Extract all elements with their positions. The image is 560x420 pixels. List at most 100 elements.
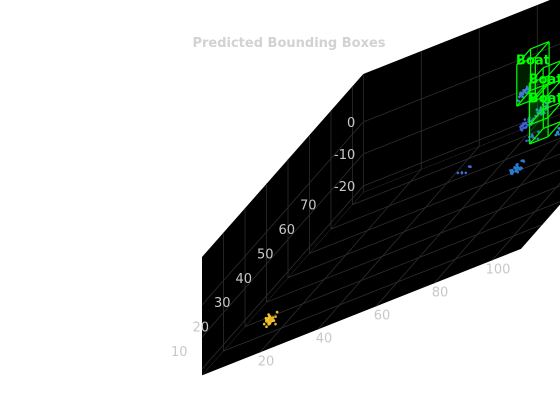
point-marker bbox=[516, 170, 519, 174]
grid-line-x bbox=[259, 51, 422, 353]
point-marker bbox=[535, 108, 539, 111]
y-tick-label: 60 bbox=[278, 223, 295, 238]
point-marker bbox=[519, 91, 523, 95]
grid-line-z bbox=[201, 75, 560, 338]
point-marker bbox=[460, 171, 464, 174]
point-cluster bbox=[509, 159, 526, 176]
point-marker bbox=[262, 322, 266, 326]
point-marker bbox=[519, 167, 522, 170]
point-marker bbox=[518, 95, 521, 99]
axes-left-wall bbox=[202, 74, 364, 376]
point-marker bbox=[524, 91, 528, 94]
bounding-box-edge bbox=[529, 128, 544, 145]
point-marker bbox=[521, 95, 524, 99]
point-marker bbox=[524, 126, 527, 129]
point-marker bbox=[525, 85, 529, 89]
point-marker bbox=[274, 315, 277, 318]
point-marker bbox=[526, 123, 529, 127]
point-marker bbox=[523, 118, 527, 121]
point-marker bbox=[544, 97, 548, 100]
point-marker bbox=[270, 316, 274, 320]
point-marker bbox=[519, 127, 523, 131]
point-marker bbox=[536, 111, 539, 115]
grid-line-x bbox=[317, 28, 480, 330]
point-marker bbox=[536, 137, 540, 140]
point-marker bbox=[556, 130, 560, 134]
point-marker bbox=[513, 166, 516, 170]
grid-line-x bbox=[491, 182, 560, 261]
bounding-box-edge bbox=[528, 109, 544, 126]
point-marker bbox=[537, 130, 540, 133]
point-marker bbox=[511, 170, 515, 173]
grid-line-y bbox=[352, 86, 560, 206]
x-tick-label: 100 bbox=[486, 262, 511, 277]
point-marker bbox=[275, 310, 279, 314]
grid-line-z bbox=[201, 43, 560, 306]
y-tick-label: 20 bbox=[192, 321, 209, 336]
point-marker bbox=[525, 139, 528, 143]
point-marker bbox=[274, 322, 277, 326]
point-marker bbox=[521, 124, 524, 128]
z-tick-label: -10 bbox=[334, 148, 355, 163]
bounding-box-edge bbox=[530, 82, 550, 92]
bounding-box-edge bbox=[529, 75, 549, 85]
bounding-box-label: Boat bbox=[529, 72, 560, 87]
point-marker bbox=[521, 92, 525, 96]
point-marker bbox=[523, 122, 527, 126]
bounding-box-label: Boat bbox=[516, 54, 550, 69]
point-cluster bbox=[266, 315, 277, 326]
point-marker bbox=[267, 323, 271, 326]
bounding-box-label: Boat bbox=[529, 91, 560, 106]
point-marker bbox=[271, 318, 275, 322]
point-marker bbox=[525, 87, 528, 91]
z-tick-label: 0 bbox=[347, 116, 355, 131]
bounding-box-edge bbox=[543, 79, 560, 88]
grid-line-y bbox=[223, 224, 543, 352]
x-tick-label: 80 bbox=[432, 285, 449, 300]
axes-back-wall bbox=[363, 0, 560, 193]
point-marker bbox=[264, 316, 268, 320]
x-tick-label: 20 bbox=[258, 354, 275, 369]
point-marker bbox=[539, 107, 543, 111]
x-tick-label: 40 bbox=[316, 331, 333, 346]
point-marker bbox=[265, 325, 268, 329]
y-tick-label: 10 bbox=[171, 345, 188, 360]
axes-floor bbox=[202, 114, 560, 376]
point-marker bbox=[269, 319, 272, 323]
x-tick-label: 60 bbox=[374, 308, 391, 323]
point-marker bbox=[544, 105, 547, 108]
point-marker bbox=[557, 127, 560, 130]
y-tick-label: 40 bbox=[235, 272, 252, 287]
point-marker bbox=[265, 319, 268, 322]
grid-line-y bbox=[244, 201, 560, 328]
point-marker bbox=[464, 171, 468, 175]
point-marker bbox=[456, 171, 460, 175]
point-marker bbox=[557, 133, 560, 136]
bounding-box-edge bbox=[516, 90, 532, 107]
point-cluster bbox=[516, 85, 532, 103]
bounding-box-edge bbox=[543, 121, 560, 130]
point-marker bbox=[266, 321, 270, 324]
chart-title: Predicted Bounding Boxes bbox=[192, 36, 386, 51]
point-marker bbox=[469, 165, 472, 168]
point-marker bbox=[548, 95, 551, 99]
point-marker bbox=[548, 100, 551, 104]
bounding-box-edge bbox=[530, 41, 550, 50]
bounding-box-edge bbox=[516, 48, 532, 65]
point-marker bbox=[519, 125, 522, 129]
grid-line-x bbox=[433, 139, 560, 284]
y-tick-label: 50 bbox=[257, 247, 274, 262]
z-tick-label: -20 bbox=[334, 180, 355, 195]
bounding-box-edge bbox=[529, 136, 549, 145]
bounding-box-edge bbox=[547, 61, 560, 77]
point-cluster bbox=[456, 165, 472, 175]
y-tick-label: 70 bbox=[300, 199, 317, 214]
bounding-box-edge bbox=[529, 86, 544, 103]
point-marker bbox=[531, 134, 534, 137]
grid-line-y bbox=[330, 110, 560, 230]
bounding-box-edge bbox=[528, 67, 544, 84]
bounding-box-edge bbox=[542, 102, 560, 111]
point-marker bbox=[540, 98, 543, 101]
grid-line-y bbox=[287, 159, 560, 279]
